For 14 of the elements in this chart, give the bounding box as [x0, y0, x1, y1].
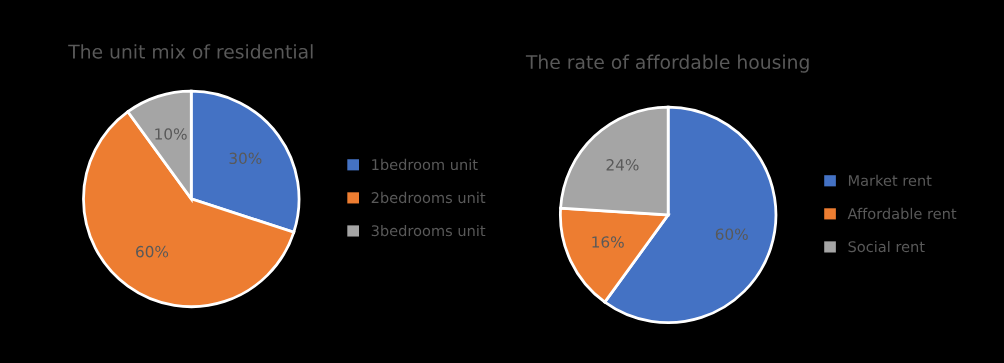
legend-label: 2bedrooms unit: [371, 191, 486, 204]
chart-title: The unit mix of residential: [68, 44, 313, 59]
legend-label: Market rent: [848, 174, 932, 187]
legend-label: Affordable rent: [847, 207, 957, 220]
chart-title: The rate of affordable housing: [525, 54, 809, 73]
legend-label: 3bedrooms unit: [371, 224, 486, 237]
data-label: 16%: [592, 236, 624, 248]
legend-label: 1bedroom unit: [372, 158, 478, 171]
legend-label: Social rent: [848, 240, 925, 253]
data-label: 24%: [606, 159, 639, 171]
data-label: 60%: [715, 228, 748, 240]
data-label: 60%: [136, 245, 169, 258]
data-label: 10%: [155, 128, 187, 140]
data-label: 30%: [229, 152, 262, 165]
